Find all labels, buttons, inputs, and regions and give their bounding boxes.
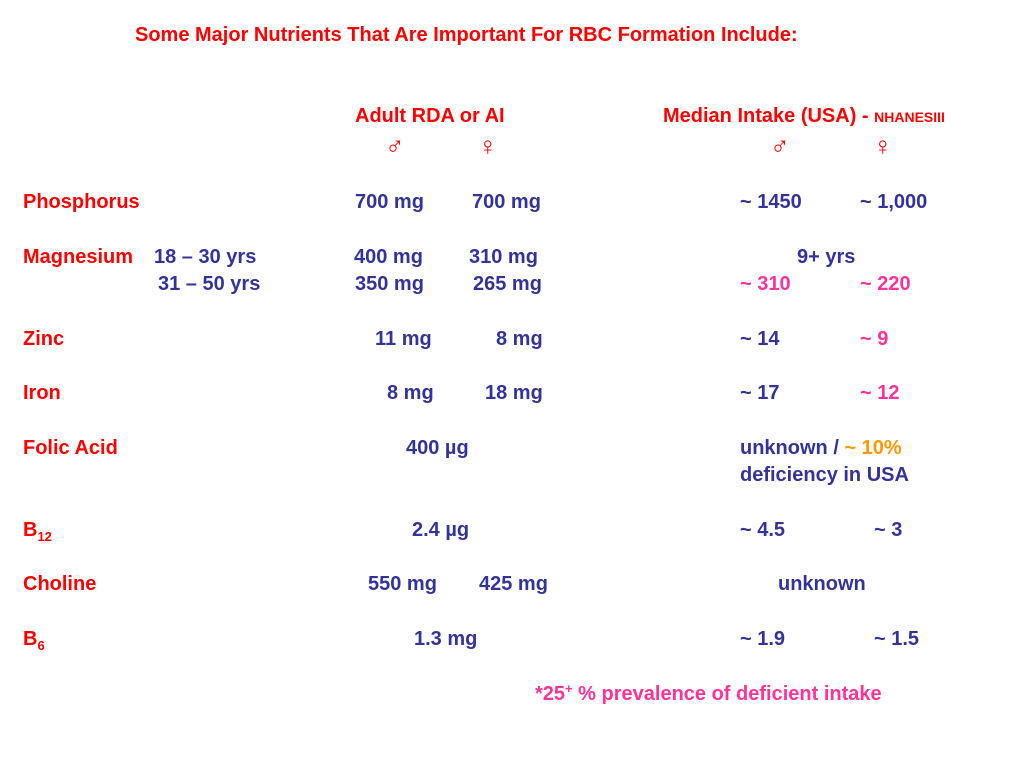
intake-male-iron: ~ 17: [740, 382, 780, 404]
rda-header: Adult RDA or AI: [355, 105, 505, 127]
nutrient-name-zinc: Zinc: [23, 328, 65, 350]
nutrient-name-choline: Choline: [23, 573, 97, 595]
intake-female-magnesium: ~ 220: [860, 273, 911, 295]
b6-subscript: 6: [37, 638, 45, 653]
female-symbol-intake: ♀: [873, 131, 893, 161]
footnote-star: *25: [535, 683, 566, 705]
intake-female-b12: ~ 3: [874, 519, 903, 541]
age-range-magnesium-1: 18 – 30 yrs: [154, 246, 257, 268]
intake-male-magnesium: ~ 310: [740, 273, 791, 295]
intake-male-b12: ~ 4.5: [740, 519, 786, 541]
nutrient-name-iron: Iron: [23, 382, 61, 404]
rda-female-choline: 425 mg: [479, 573, 548, 595]
intake-choline: unknown: [778, 573, 866, 595]
rda-male-zinc: 11 mg: [375, 328, 432, 350]
b12-subscript: 12: [37, 529, 52, 544]
nutrient-name-phosphorus: Phosphorus: [23, 191, 140, 213]
intake-folic-acid-unknown: unknown /: [740, 437, 845, 459]
footnote: *25+ % prevalence of deficient intake: [535, 681, 882, 705]
intake-folic-acid-note: deficiency in USA: [740, 464, 909, 486]
rda-male-iron: 8 mg: [387, 382, 434, 404]
rda-female-zinc: 8 mg: [496, 328, 543, 350]
rda-female-magnesium-2: 265 mg: [473, 273, 542, 295]
intake-folic-acid-percent: ~ 10%: [844, 437, 902, 459]
rda-male-choline: 550 mg: [368, 573, 437, 595]
nutrient-name-folic-acid: Folic Acid: [23, 437, 118, 459]
nhanes-source: NHANESIII: [874, 109, 945, 125]
rda-male-magnesium-2: 350 mg: [355, 273, 424, 295]
intake-male-zinc: ~ 14: [740, 328, 780, 350]
rda-male-magnesium-1: 400 mg: [354, 246, 423, 268]
rda-b12: 2.4 µg: [412, 519, 470, 541]
age-range-magnesium-2: 31 – 50 yrs: [158, 273, 261, 295]
intake-folic-acid: unknown / ~ 10%: [740, 438, 902, 458]
rda-female-magnesium-1: 310 mg: [469, 246, 538, 268]
b6-letter: B: [23, 628, 38, 650]
intake-male-phosphorus: ~ 1450: [740, 191, 802, 213]
page-title: Some Major Nutrients That Are Important …: [135, 24, 798, 46]
rda-male-phosphorus: 700 mg: [355, 191, 424, 213]
median-intake-label: Median Intake (USA) -: [663, 105, 875, 127]
nutrient-name-b6: B6: [23, 628, 45, 652]
rda-b6: 1.3 mg: [414, 628, 478, 650]
intake-female-b6: ~ 1.5: [874, 628, 920, 650]
intake-female-phosphorus: ~ 1,000: [860, 191, 928, 213]
median-intake-header: Median Intake (USA) - NHANESIII: [663, 106, 945, 126]
nutrient-name-magnesium: Magnesium: [23, 246, 134, 268]
intake-male-b6: ~ 1.9: [740, 628, 786, 650]
male-symbol-intake: ♂: [770, 131, 790, 161]
male-symbol-rda: ♂: [385, 131, 405, 161]
female-symbol-rda: ♀: [478, 131, 498, 161]
rda-female-phosphorus: 700 mg: [472, 191, 541, 213]
rda-female-iron: 18 mg: [485, 382, 543, 404]
intake-age-note-magnesium: 9+ yrs: [797, 246, 856, 268]
footnote-sup: +: [565, 681, 573, 696]
b12-letter: B: [23, 519, 38, 541]
nutrient-name-b12: B12: [23, 519, 52, 543]
intake-female-iron: ~ 12: [860, 382, 900, 404]
footnote-text: % prevalence of deficient intake: [572, 683, 882, 705]
intake-female-zinc: ~ 9: [860, 328, 889, 350]
rda-folic-acid: 400 µg: [406, 437, 469, 459]
